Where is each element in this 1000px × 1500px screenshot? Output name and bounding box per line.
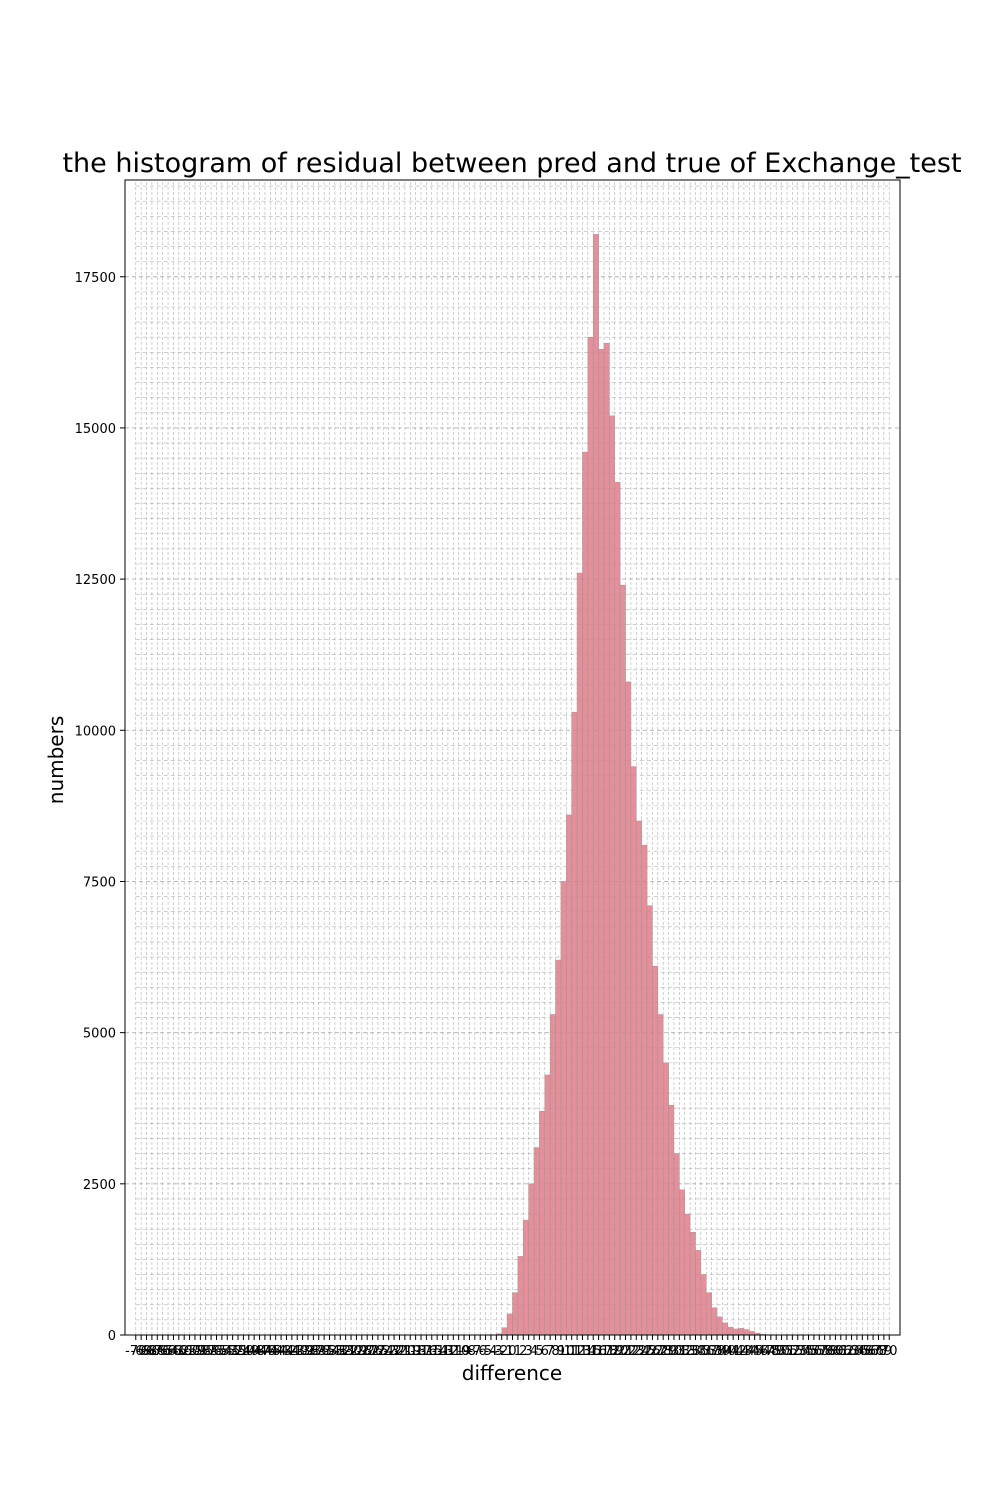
histogram-bar (604, 343, 609, 1335)
histogram-bar (679, 1190, 684, 1335)
y-tick-label: 15000 (75, 422, 116, 437)
y-tick-label: 0 (108, 1329, 116, 1344)
y-tick-label: 2500 (83, 1178, 116, 1193)
histogram-bar (556, 960, 561, 1335)
histogram-bar (588, 337, 593, 1335)
histogram-bar (626, 682, 631, 1335)
histogram-bar (572, 712, 577, 1335)
y-axis-label: numbers (44, 716, 68, 804)
grid-layer (125, 182, 900, 1335)
histogram-bar (577, 573, 582, 1335)
histogram-bar (739, 1328, 744, 1335)
histogram-bar (502, 1328, 507, 1335)
y-tick-label: 12500 (75, 573, 116, 588)
histogram-bar (706, 1293, 711, 1335)
histogram-bar (529, 1184, 534, 1335)
histogram-bar (631, 767, 636, 1335)
histogram-bar (507, 1314, 512, 1335)
histogram-bar (690, 1232, 695, 1335)
histogram-bar (620, 585, 625, 1335)
histogram-bar (685, 1214, 690, 1335)
histogram-bar (550, 1015, 555, 1335)
histogram-bar (652, 966, 657, 1335)
histogram-bar (728, 1327, 733, 1335)
histogram-bar (658, 1015, 663, 1335)
histogram-bar (674, 1154, 679, 1335)
y-axis: 0 2500 5000 7500 10000 12500 15000 17500 (75, 271, 125, 1344)
x-axis-label: difference (462, 1361, 562, 1385)
x-axis: -70-69-68-67-66-65-64-63-62-61-60-59-58-… (125, 1335, 897, 1359)
histogram-bar (593, 234, 598, 1335)
histogram-bar (599, 349, 604, 1335)
histogram-bar (545, 1075, 550, 1335)
histogram-bar (609, 416, 614, 1335)
histogram-bar (717, 1317, 722, 1335)
histogram-bar (566, 815, 571, 1335)
y-tick-label: 17500 (75, 271, 116, 286)
histogram-bar (636, 821, 641, 1335)
histogram-bar (513, 1293, 518, 1335)
histogram-bar (615, 482, 620, 1335)
histogram-bar (669, 1105, 674, 1335)
histogram-bar (539, 1111, 544, 1335)
histogram-bar (722, 1323, 727, 1335)
histogram-bar (582, 452, 587, 1335)
histogram-bar (534, 1148, 539, 1335)
histogram-bar (663, 1063, 668, 1335)
histogram-bar (695, 1250, 700, 1335)
x-tick-label: 70 (881, 1344, 898, 1359)
chart-title: the histogram of residual between pred a… (62, 148, 961, 179)
histogram-bar (733, 1329, 738, 1335)
histogram-bar (518, 1256, 523, 1335)
histogram-bar (642, 845, 647, 1335)
y-tick-label: 7500 (83, 875, 116, 890)
histogram-bar (749, 1331, 754, 1335)
histogram-bar (647, 906, 652, 1335)
histogram-bar (744, 1330, 749, 1335)
y-tick-label: 10000 (75, 724, 116, 739)
histogram-bar (701, 1275, 706, 1335)
y-tick-label: 5000 (83, 1027, 116, 1042)
histogram-bar (523, 1220, 528, 1335)
histogram-bar (712, 1308, 717, 1335)
histogram-bar (561, 881, 566, 1335)
